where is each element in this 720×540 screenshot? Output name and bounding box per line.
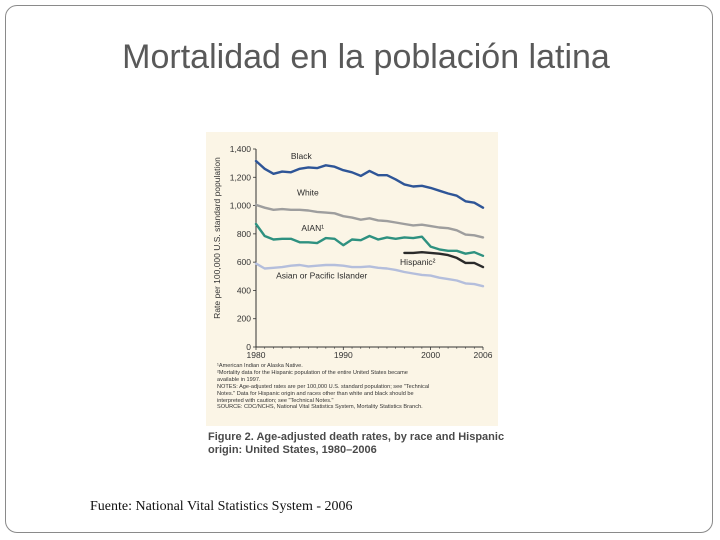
series-label: Black	[291, 151, 313, 161]
x-tick-label: 2000	[421, 350, 440, 360]
slide-title: Mortalidad en la población latina	[122, 38, 610, 76]
y-axis-label: Rate per 100,000 U.S. standard populatio…	[212, 157, 222, 319]
note-line: SOURCE: CDC/NCHS, National Vital Statist…	[217, 404, 423, 411]
y-tick-label: 0	[246, 342, 251, 352]
series-label: AIAN¹	[301, 223, 324, 233]
source-note: Fuente: National Vital Statistics System…	[90, 499, 353, 514]
y-tick-label: 1,200	[230, 172, 252, 182]
x-tick-label: 1990	[334, 350, 353, 360]
chart-labels: Black White AIAN¹ Hispanic² Asian or Pacific…	[276, 151, 436, 281]
y-tick-label: 1,000	[230, 201, 252, 211]
chart-axes: 0 200 400 600 800 1,000 1,200 1,400 1980 1990 2000…	[212, 144, 493, 360]
x-tick-label: 1980	[247, 350, 266, 360]
note-line: ²Mortality data for the Hispanic populat…	[217, 369, 408, 376]
note-line: ¹American Indian or Alaska Native.	[217, 363, 303, 369]
y-tick-label: 800	[237, 229, 251, 239]
series-line	[403, 250, 485, 269]
series-line	[254, 222, 485, 258]
note-line: NOTES: Age-adjusted rates are per 100,00…	[217, 383, 430, 390]
note-line: Notes." Data for Hispanic origin and rac…	[217, 390, 414, 397]
figure-notes: ¹American Indian or Alaska Native. ²Mort…	[217, 363, 497, 411]
chart-lines	[254, 159, 485, 288]
y-tick-label: 200	[237, 314, 251, 324]
y-tick-label: 1,400	[230, 144, 252, 154]
note-line: interpreted with caution; see "Technical…	[217, 397, 334, 404]
series-label: Hispanic²	[400, 257, 436, 267]
figure-caption: Figure 2. Age-adjusted death rates, by r…	[208, 431, 508, 457]
figure-caption-line: origin: United States, 1980–2006	[208, 444, 377, 456]
series-label: Asian or Pacific Islander	[276, 270, 367, 280]
y-tick-label: 400	[237, 285, 251, 295]
figure-caption-line: Figure 2. Age-adjusted death rates, by r…	[208, 431, 505, 443]
series-line	[254, 203, 485, 239]
y-tick-label: 600	[237, 257, 251, 267]
x-tick-label: 2006	[474, 350, 493, 360]
series-label: White	[297, 188, 319, 198]
series-line	[254, 262, 485, 288]
series-line	[254, 159, 485, 209]
slide-frame	[5, 5, 713, 533]
note-line: available in 1997.	[217, 376, 261, 383]
